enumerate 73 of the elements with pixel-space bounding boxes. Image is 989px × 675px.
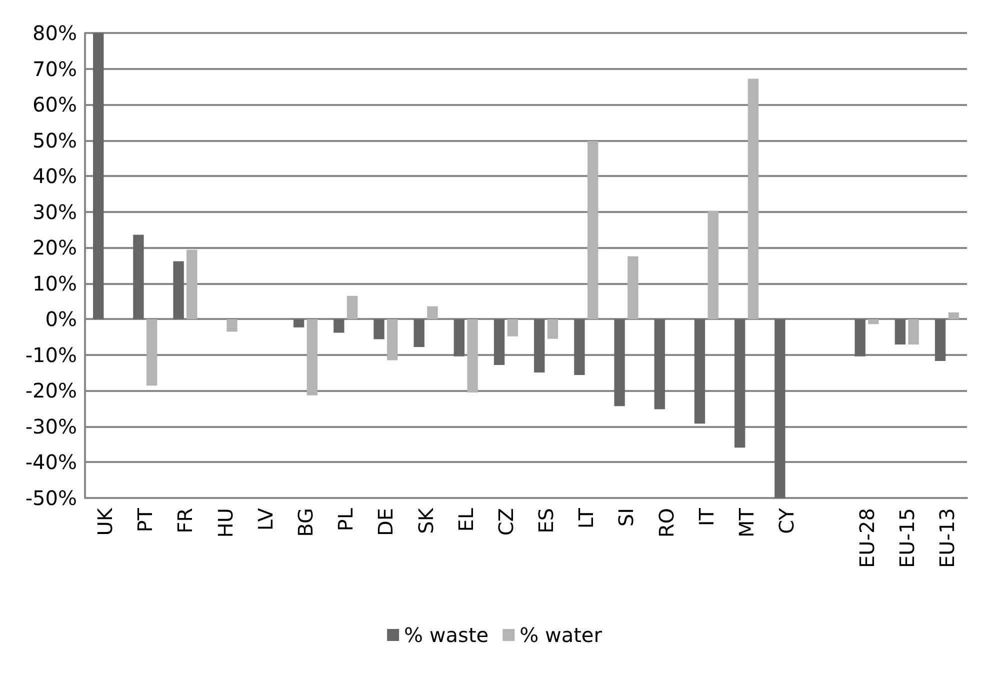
y-tick-label: 20% (32, 236, 77, 260)
bar (226, 319, 238, 332)
x-tick-label: BG (294, 508, 318, 537)
bar (948, 312, 959, 320)
y-tick-label: 40% (32, 164, 77, 188)
bar (547, 319, 558, 339)
bar (293, 319, 304, 328)
bar (774, 319, 786, 498)
bar (93, 33, 104, 320)
bar (574, 319, 585, 375)
bar (133, 234, 144, 320)
x-tick-label: RO (654, 508, 678, 538)
y-tick-label: -30% (25, 414, 77, 438)
x-tick-label: IT (694, 507, 718, 526)
x-tick-label: EL (454, 507, 478, 532)
y-tick-label: 0% (45, 307, 77, 332)
bar (173, 261, 184, 320)
bar (748, 78, 759, 320)
x-tick-label: PL (334, 507, 358, 532)
legend-label: % water (520, 623, 603, 647)
bar (346, 296, 358, 320)
x-tick-label: MT (734, 507, 758, 538)
bar (654, 319, 665, 410)
bar (534, 319, 545, 372)
bar (868, 319, 879, 324)
x-tick-label: EU-28 (854, 508, 879, 568)
bar (146, 319, 158, 386)
bar (186, 250, 198, 320)
x-tick-label: HU (213, 508, 238, 538)
y-tick-label: 80% (32, 21, 77, 45)
bar (507, 319, 518, 336)
x-tick-label: SK (414, 507, 438, 534)
bar (494, 319, 505, 365)
x-tick-label: CY (774, 507, 799, 534)
bar (374, 319, 384, 340)
x-tick-label: LT (574, 507, 598, 529)
x-tick-label: EU-15 (894, 508, 919, 568)
bar (587, 141, 598, 320)
x-tick-label: EU-13 (934, 508, 959, 568)
legend-label: % waste (404, 623, 489, 647)
bar (414, 319, 424, 348)
y-tick-label: 70% (32, 56, 77, 81)
bar (467, 319, 478, 392)
x-tick-label: UK (93, 507, 118, 536)
bar (628, 256, 638, 320)
bar (334, 319, 344, 333)
x-tick-label: ES (534, 508, 558, 534)
x-tick-label: LV (253, 508, 278, 531)
y-tick-label: -40% (25, 450, 77, 474)
bar (708, 210, 718, 320)
bar (306, 319, 318, 396)
bar (427, 306, 438, 320)
y-tick-label: 10% (32, 271, 77, 296)
bar (894, 319, 906, 345)
bar (694, 319, 706, 424)
bar (454, 319, 465, 356)
x-tick-label: SI (614, 508, 638, 527)
x-tick-label: PT (133, 507, 158, 532)
bar (614, 319, 625, 406)
bar (387, 319, 398, 360)
bar (934, 319, 946, 362)
bar (854, 319, 866, 356)
y-tick-label: 50% (32, 128, 77, 152)
bar (734, 319, 746, 448)
bar (908, 319, 919, 345)
y-tick-label: 60% (32, 92, 77, 117)
x-tick-label: FR (173, 508, 198, 534)
y-tick-label: -10% (25, 342, 77, 367)
x-tick-label: CZ (494, 508, 518, 536)
y-tick-label: 30% (32, 200, 77, 224)
y-tick-label: -50% (25, 486, 77, 510)
y-tick-label: -20% (25, 378, 77, 403)
x-tick-label: DE (374, 508, 398, 536)
